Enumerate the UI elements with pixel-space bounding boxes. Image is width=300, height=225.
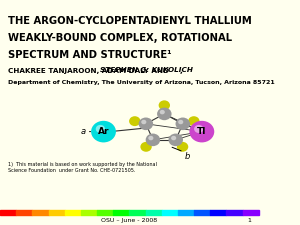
Circle shape — [178, 120, 183, 124]
Circle shape — [189, 121, 214, 142]
Circle shape — [96, 125, 105, 133]
Circle shape — [157, 108, 172, 120]
Text: ,: , — [180, 68, 183, 74]
Text: 1: 1 — [247, 218, 251, 223]
Circle shape — [91, 121, 116, 142]
Circle shape — [160, 110, 165, 114]
Circle shape — [171, 136, 176, 140]
Circle shape — [169, 134, 183, 146]
Circle shape — [146, 134, 160, 146]
Bar — [113, 210, 129, 215]
Bar — [243, 210, 259, 215]
Bar — [0, 210, 16, 215]
Circle shape — [176, 117, 190, 130]
Text: Ar: Ar — [98, 127, 109, 136]
Circle shape — [140, 142, 152, 152]
Text: Department of Chemistry, The University of Arizona, Tucson, Arizona 85721: Department of Chemistry, The University … — [8, 80, 274, 85]
Bar — [146, 210, 162, 215]
Circle shape — [148, 136, 153, 140]
Text: a: a — [80, 127, 86, 136]
Bar — [129, 210, 146, 215]
Circle shape — [177, 142, 188, 152]
Bar — [97, 210, 113, 215]
Bar — [210, 210, 226, 215]
Text: THE ARGON-CYCLOPENTADIENYL THALLIUM: THE ARGON-CYCLOPENTADIENYL THALLIUM — [8, 16, 251, 26]
Bar — [32, 210, 49, 215]
Circle shape — [141, 120, 146, 124]
Circle shape — [139, 117, 153, 130]
Text: 1)  This material is based on work supported by the National
Science Foundation : 1) This material is based on work suppor… — [8, 162, 157, 173]
Circle shape — [188, 116, 200, 126]
Bar — [49, 210, 65, 215]
Bar — [65, 210, 81, 215]
Text: SPECTRUM AND STRUCTURE¹: SPECTRUM AND STRUCTURE¹ — [8, 50, 171, 59]
Circle shape — [159, 100, 170, 110]
Bar — [226, 210, 243, 215]
Text: OSU – June - 2008: OSU – June - 2008 — [101, 218, 158, 223]
Bar — [178, 210, 194, 215]
Text: b: b — [185, 152, 190, 161]
Text: WEAKLY-BOUND COMPLEX, ROTATIONAL: WEAKLY-BOUND COMPLEX, ROTATIONAL — [8, 33, 232, 43]
Bar — [194, 210, 210, 215]
Text: CHAKREE TANJAROON, ADAM DALY AND: CHAKREE TANJAROON, ADAM DALY AND — [8, 68, 171, 74]
Bar — [162, 210, 178, 215]
Bar — [16, 210, 32, 215]
Text: STEPHEN G. KUKOLICH: STEPHEN G. KUKOLICH — [100, 68, 193, 74]
Circle shape — [129, 116, 140, 126]
Bar — [81, 210, 97, 215]
Text: Tl: Tl — [197, 127, 206, 136]
Circle shape — [194, 125, 203, 133]
